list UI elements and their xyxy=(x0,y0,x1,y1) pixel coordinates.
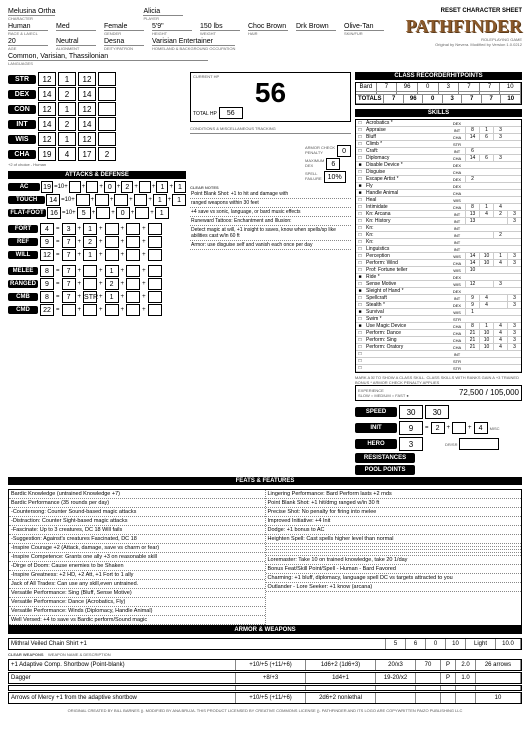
header: Melusina OrthaCHARACTER AliciaPLAYER Hum… xyxy=(8,8,522,68)
experience: EXPERIENCESLOW ○ MEDIUM ○ FAST ● 72,500 … xyxy=(355,385,522,401)
reset-btn[interactable]: RESET CHARACTER SHEET xyxy=(406,8,522,14)
char-name: Melusina Ortha xyxy=(8,8,55,16)
armor-weapons: Mithral Veiled Chain Shirt +1 5 6 0 10 L… xyxy=(8,638,522,704)
feats: Bardic Knowledge (untrained Knowledge +7… xyxy=(8,489,522,626)
abilities: STR12112DEX14214CON12112INT14214WIS12112… xyxy=(8,72,186,167)
skills-table: □Acrobatics *DEX□AppraiseINT813□BluffCHA… xyxy=(355,119,522,373)
hp-box: CURRENT HP 56 TOTAL HP56 xyxy=(190,72,351,122)
class-recorder: Bard796037710TOTALS796037710 xyxy=(355,82,522,105)
player-name: Alicia xyxy=(143,8,183,16)
logo: PATHFINDER xyxy=(406,16,522,37)
